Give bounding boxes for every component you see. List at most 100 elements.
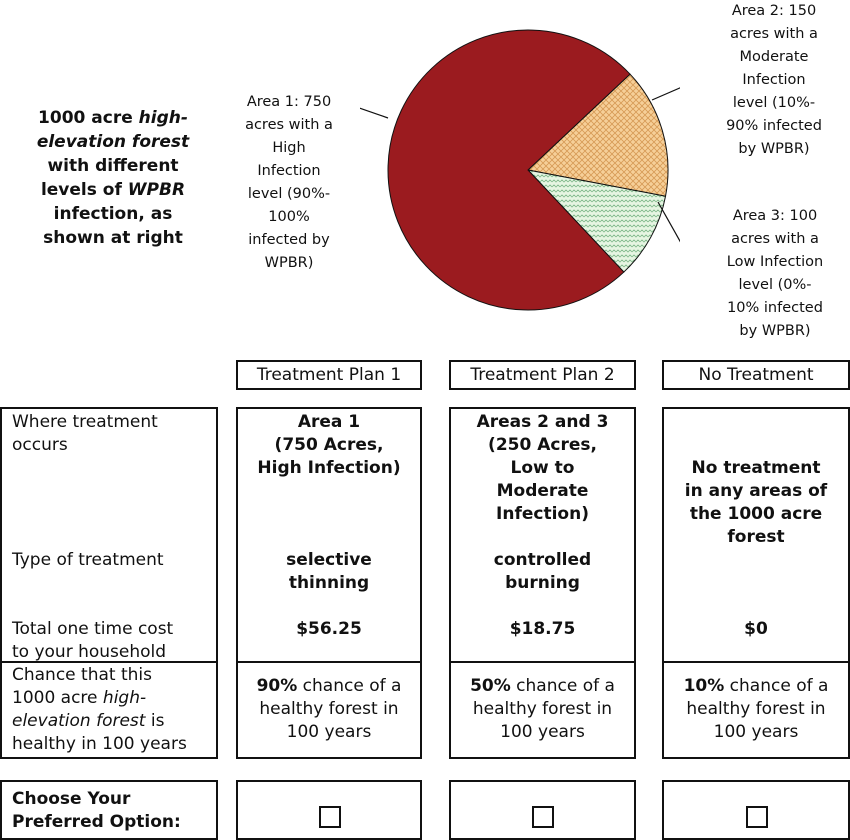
cell-line: Area 1 — [297, 412, 361, 432]
pie-label-line: 100% — [268, 209, 310, 225]
cell-line: healthy forest in — [472, 699, 613, 719]
row-label-line: healthy in 100 years — [12, 734, 187, 754]
pie-slice-area1 — [387, 29, 631, 311]
intro-text: high- — [138, 108, 188, 128]
cell-line: thinning — [288, 573, 370, 593]
pie-label-line: 10% infected — [727, 300, 823, 316]
cell-line: Moderate — [496, 481, 589, 501]
cell-line: controlled — [493, 550, 592, 570]
row-label-line: to your household — [12, 642, 167, 662]
row-label-line: is — [145, 711, 165, 731]
chance-percent: 10% — [683, 676, 725, 696]
pie-label-line: level (0%- — [738, 277, 812, 293]
leader-line-area1 — [360, 107, 389, 119]
cell-line: Infection) — [496, 504, 589, 524]
cell-line: Low to — [510, 458, 575, 478]
row-label-chance: Chance that this 1000 acre high- elevati… — [12, 664, 187, 756]
leader-line-area2 — [651, 87, 680, 101]
pie-label-line: High — [272, 140, 306, 156]
plan2-where: Areas 2 and 3 (250 Acres, Low to Moderat… — [451, 411, 634, 526]
row-label-chance-box: Chance that this 1000 acre high- elevati… — [0, 661, 218, 759]
plan2-type: controlled burning — [451, 549, 634, 595]
row-label-cost: Total one time cost to your household — [12, 618, 173, 664]
pie-label-line: acres with a — [245, 117, 333, 133]
pie-label-line: Area 1: 750 — [246, 94, 332, 110]
cell-line: burning — [505, 573, 580, 593]
cell-line: chance of a — [510, 676, 615, 696]
pie-label-line: Infection — [742, 72, 806, 88]
intro-text: levels of — [40, 180, 128, 200]
choose-label: Choose Your Preferred Option: — [12, 788, 181, 834]
cell-line: High Infection) — [257, 458, 401, 478]
row-label-line: 1000 acre — [12, 688, 103, 708]
cell-line: 100 years — [500, 722, 585, 742]
intro-text: with different — [47, 156, 179, 176]
cell-line: 100 years — [713, 722, 799, 742]
plan2-details: Areas 2 and 3 (250 Acres, Low to Moderat… — [449, 407, 636, 663]
row-labels-box: Where treatment occurs Type of treatment… — [0, 407, 218, 663]
cell-line: (750 Acres, — [274, 435, 384, 455]
pie-slice-area2 — [526, 73, 669, 197]
pie-label-line: by WPBR) — [739, 323, 811, 339]
cell-line: (250 Acres, — [488, 435, 597, 455]
pie-label-area1: Area 1: 750 acres with a High Infection … — [228, 91, 350, 275]
row-label-line: Total one time cost — [12, 619, 174, 639]
pie-label-line: Area 2: 150 — [731, 3, 817, 19]
cell-line: 100 years — [286, 722, 372, 742]
plan3-choice-cell — [662, 780, 850, 840]
plan1-cost: $56.25 — [296, 619, 362, 639]
plan2-checkbox[interactable] — [532, 806, 554, 828]
cell-line: chance of a — [297, 676, 402, 696]
plan2-choice-cell — [449, 780, 636, 840]
pie-label-line: Moderate — [739, 49, 809, 65]
plan3-chance-box: 10% chance of a healthy forest in 100 ye… — [662, 661, 850, 759]
pie-label-line: level (10%- — [732, 95, 816, 111]
cell-line: selective — [286, 550, 372, 570]
cell-line: healthy forest in — [686, 699, 826, 719]
plan3-details: No treatment in any areas of the 1000 ac… — [662, 407, 850, 663]
cell-line: healthy forest in — [259, 699, 399, 719]
choose-line: Choose Your — [12, 789, 131, 809]
pie-label-line: infected by — [248, 232, 330, 248]
pie-label-line: WPBR) — [264, 255, 314, 271]
cell-line: the 1000 acre — [689, 504, 823, 524]
row-label-type: Type of treatment — [12, 550, 164, 570]
cell-line: No treatment — [691, 458, 821, 478]
row-label-where: Where treatment occurs — [12, 412, 158, 455]
plan1-chance: 90% chance of a healthy forest in 100 ye… — [238, 675, 420, 744]
intro-text: WPBR — [127, 180, 186, 200]
pie-chart — [360, 29, 680, 311]
plan1-details: Area 1 (750 Acres, High Infection) selec… — [236, 407, 422, 663]
choose-line: Preferred Option: — [12, 812, 181, 832]
choose-label-box: Choose Your Preferred Option: — [0, 780, 218, 840]
plan1-checkbox[interactable] — [319, 806, 341, 828]
row-label-line: elevation forest — [12, 711, 146, 731]
cell-line: forest — [727, 527, 785, 547]
plan2-chance: 50% chance of a healthy forest in 100 ye… — [451, 675, 634, 744]
pie-label-area2: Area 2: 150 acres with a Moderate Infect… — [714, 0, 834, 161]
leader-line-area3 — [657, 201, 680, 243]
pie-slice-area3 — [526, 169, 667, 273]
column-header-plan1: Treatment Plan 1 — [236, 360, 422, 390]
no-treatment-checkbox[interactable] — [746, 806, 768, 828]
intro-text: 1000 acre — [38, 108, 139, 128]
column-header-no-treatment: No Treatment — [662, 360, 850, 390]
pie-label-line: Area 3: 100 — [732, 208, 818, 224]
intro-description: 1000 acre high- elevation forest with di… — [8, 106, 218, 250]
pie-label-area3: Area 3: 100 acres with a Low Infection l… — [712, 205, 838, 343]
plan3-where: No treatment in any areas of the 1000 ac… — [664, 457, 848, 549]
plan1-where: Area 1 (750 Acres, High Infection) — [238, 411, 420, 480]
intro-text: infection, as — [53, 204, 173, 224]
pie-label-line: Infection — [257, 163, 321, 179]
plan1-type: selective thinning — [238, 549, 420, 595]
pie-label-line: level (90%- — [247, 186, 331, 202]
plan2-chance-box: 50% chance of a healthy forest in 100 ye… — [449, 661, 636, 759]
plan3-cost: $0 — [744, 619, 768, 639]
pie-label-line: acres with a — [731, 231, 819, 247]
cell-line: in any areas of — [684, 481, 828, 501]
intro-text: shown at right — [43, 228, 183, 248]
pie-label-line: acres with a — [730, 26, 818, 42]
pie-label-line: 90% infected — [726, 118, 822, 134]
row-label-line: Chance that this — [12, 665, 152, 685]
plan1-choice-cell — [236, 780, 422, 840]
